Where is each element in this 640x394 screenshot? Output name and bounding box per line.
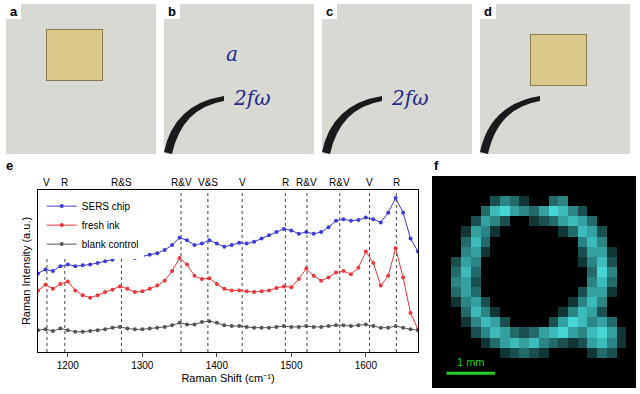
svg-text:R: R xyxy=(393,177,400,188)
svg-text:R&V: R&V xyxy=(296,177,317,188)
svg-text:1200: 1200 xyxy=(57,360,80,371)
html-text:2fω: 2fω xyxy=(392,86,429,110)
html-text:a: a xyxy=(226,42,238,66)
svg-text:1500: 1500 xyxy=(280,360,303,371)
svg-text:V: V xyxy=(366,177,373,188)
svg-text:SERS chip: SERS chip xyxy=(82,201,131,212)
html-text:b: b xyxy=(168,4,176,19)
svg-text:1300: 1300 xyxy=(131,360,154,371)
svg-text:fresh ink: fresh ink xyxy=(82,220,121,231)
svg-text:V: V xyxy=(43,177,50,188)
svg-text:R: R xyxy=(61,177,68,188)
html-text:c: c xyxy=(326,4,334,19)
html-text:f: f xyxy=(434,158,439,173)
svg-text:R&S: R&S xyxy=(111,177,132,188)
svg-text:V: V xyxy=(239,177,246,188)
svg-text:R: R xyxy=(282,177,289,188)
svg-text:V&S: V&S xyxy=(198,177,218,188)
html-text:e: e xyxy=(6,158,14,173)
svg-text:R&V: R&V xyxy=(171,177,192,188)
html-text:d: d xyxy=(484,4,492,19)
svg-text:Raman Intensity (a.u.): Raman Intensity (a.u.) xyxy=(20,217,32,325)
svg-text:Raman Shift (cm⁻¹): Raman Shift (cm⁻¹) xyxy=(181,372,274,384)
svg-text:1400: 1400 xyxy=(206,360,229,371)
svg-text:1600: 1600 xyxy=(355,360,378,371)
svg-text:R&V: R&V xyxy=(329,177,350,188)
svg-text:blank control: blank control xyxy=(82,239,139,250)
html-text:a: a xyxy=(10,4,18,19)
html-text:2fω: 2fω xyxy=(234,86,271,110)
svg-text:1 mm: 1 mm xyxy=(457,356,485,368)
